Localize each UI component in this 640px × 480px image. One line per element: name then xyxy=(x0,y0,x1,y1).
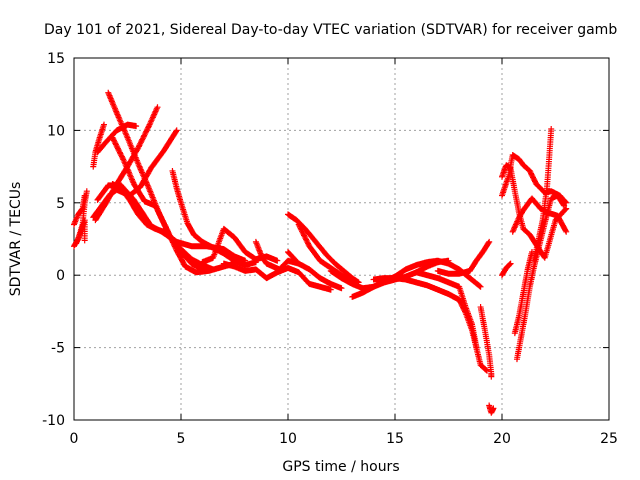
series-track-24 xyxy=(477,304,495,380)
series-track-3 xyxy=(73,217,88,247)
marker-trail xyxy=(413,269,480,350)
series-track-11 xyxy=(109,134,238,276)
x-tick-label: 5 xyxy=(177,431,186,447)
y-tick-labels: -10 -5 0 5 10 15 xyxy=(42,51,65,429)
axis-ticks xyxy=(73,57,610,421)
data-markers xyxy=(71,89,570,416)
series-track-16 xyxy=(285,211,362,286)
series-track-18 xyxy=(285,249,345,292)
x-tick-label: 25 xyxy=(600,431,618,447)
y-axis-label: SDTVAR / TECUs xyxy=(8,182,24,297)
y-tick-label: 15 xyxy=(47,51,65,67)
marker-trail xyxy=(169,167,259,269)
marker-trail xyxy=(285,249,345,292)
series-track-12 xyxy=(169,167,259,269)
x-tick-label: 15 xyxy=(386,431,404,447)
series-track-4 xyxy=(90,121,107,170)
series-track-14 xyxy=(220,260,334,293)
y-tick-label: -5 xyxy=(51,341,65,357)
series-track-26 xyxy=(499,260,514,279)
marker-trail xyxy=(486,402,497,416)
x-tick-labels: 0 5 10 15 20 25 xyxy=(70,431,618,447)
x-tick-label: 0 xyxy=(70,431,79,447)
marker-trail xyxy=(499,260,514,279)
y-tick-label: 10 xyxy=(47,123,65,139)
series-track-25 xyxy=(486,402,497,416)
marker-trail xyxy=(511,249,535,337)
series-track-2 xyxy=(71,192,88,228)
y-tick-label: -10 xyxy=(42,413,65,429)
series-track-32 xyxy=(511,249,535,337)
marker-trail xyxy=(220,260,334,293)
marker-trail xyxy=(90,121,107,170)
marker-trail xyxy=(285,211,362,286)
y-tick-label: 5 xyxy=(56,196,65,212)
series-track-22 xyxy=(413,269,480,350)
series-track-15 xyxy=(252,238,302,273)
marker-trail xyxy=(109,134,238,276)
series-track-31 xyxy=(531,126,555,264)
y-tick-label: 0 xyxy=(56,268,65,284)
marker-trail xyxy=(71,192,88,228)
series-track-23 xyxy=(434,238,493,277)
marker-trail xyxy=(531,126,555,264)
marker-trail xyxy=(252,238,302,273)
chart-title: Day 101 of 2021, Sidereal Day-to-day VTE… xyxy=(44,22,617,38)
x-tick-label: 10 xyxy=(279,431,297,447)
plot-frame xyxy=(73,57,610,421)
x-axis-label: GPS time / hours xyxy=(282,459,399,475)
x-tick-label: 20 xyxy=(493,431,511,447)
marker-trail xyxy=(73,217,88,247)
marker-trail xyxy=(434,238,493,277)
marker-trail xyxy=(477,304,495,380)
